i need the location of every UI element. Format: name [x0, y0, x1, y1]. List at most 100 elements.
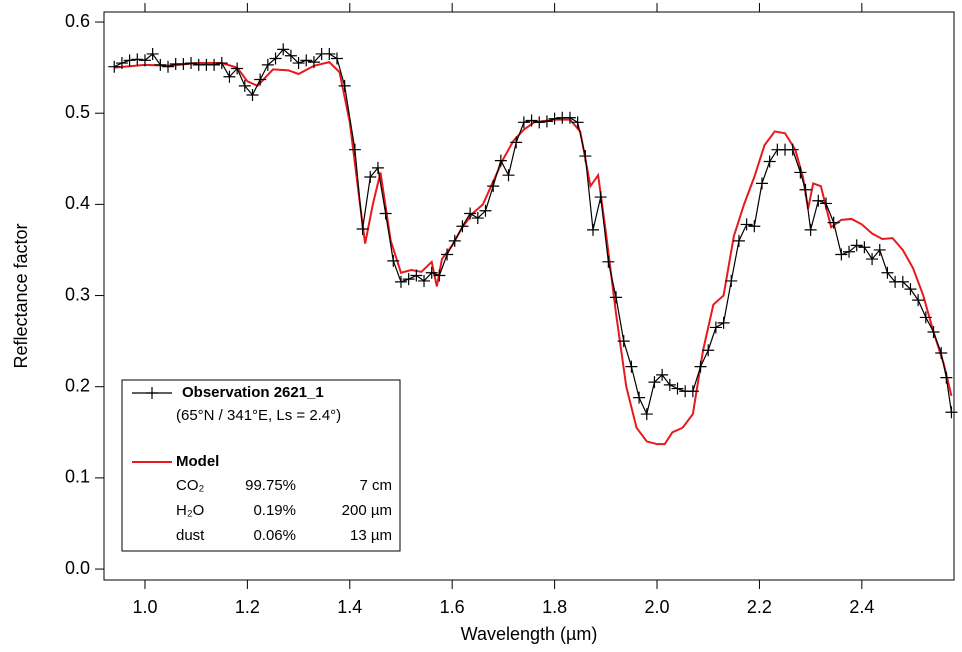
data-point: [479, 204, 492, 217]
data-point: [146, 47, 159, 60]
data-point: [686, 385, 699, 398]
data-point: [138, 54, 151, 67]
data-point: [873, 243, 886, 256]
data-point: [794, 166, 807, 179]
data-point: [904, 283, 917, 296]
composition-size: 200 µm: [342, 502, 392, 519]
data-point: [115, 57, 128, 70]
data-point: [709, 321, 722, 334]
data-point: [379, 207, 392, 220]
data-point: [425, 266, 438, 279]
legend-marker: [146, 387, 158, 399]
legend-box: [121, 379, 401, 552]
data-point: [525, 114, 538, 127]
y-tick-label: 0.4: [65, 193, 90, 213]
data-point: [269, 52, 282, 65]
data-point: [804, 223, 817, 236]
data-point: [633, 391, 646, 404]
data-point: [284, 49, 297, 62]
composition-name: H₂O: [176, 502, 204, 519]
data-point: [763, 155, 776, 168]
x-tick-label: 2.2: [747, 597, 772, 617]
data-point: [246, 88, 259, 101]
data-point: [740, 218, 753, 231]
data-point: [912, 294, 925, 307]
data-point: [850, 239, 863, 252]
x-tick-label: 1.8: [542, 597, 567, 617]
data-point: [935, 346, 948, 359]
y-axis-label: Reflectance factor: [11, 223, 31, 368]
legend-label: Observation 2621_1: [182, 384, 324, 401]
data-point: [238, 79, 251, 92]
data-point: [881, 266, 894, 279]
data-point: [533, 116, 546, 129]
x-tick-label: 2.0: [644, 597, 669, 617]
data-point: [610, 291, 623, 304]
data-point: [433, 269, 446, 282]
x-tick-label: 1.0: [132, 597, 157, 617]
composition-fraction: 0.19%: [253, 502, 296, 519]
data-point: [940, 371, 953, 384]
y-tick-label: 0.3: [65, 284, 90, 304]
data-point: [717, 316, 730, 329]
data-point: [371, 161, 384, 174]
composition-size: 13 µm: [350, 527, 392, 544]
data-point: [517, 116, 530, 129]
data-point: [587, 223, 600, 236]
x-tick-label: 1.6: [440, 597, 465, 617]
x-tick-label: 1.2: [235, 597, 260, 617]
data-point: [456, 220, 469, 233]
data-point: [471, 212, 484, 225]
y-tick-label: 0.5: [65, 102, 90, 122]
data-point: [510, 136, 523, 149]
data-point: [602, 255, 615, 268]
legend-label: Model: [176, 453, 219, 470]
data-point: [786, 143, 799, 156]
data-point: [702, 344, 715, 357]
composition-name: CO₂: [176, 477, 205, 494]
data-point: [835, 248, 848, 261]
data-point: [896, 275, 909, 288]
data-point: [307, 56, 320, 69]
data-point: [364, 171, 377, 184]
data-point: [177, 57, 190, 70]
data-point: [154, 58, 167, 71]
data-point: [356, 222, 369, 235]
data-point: [223, 70, 236, 83]
data-point: [418, 274, 431, 287]
data-point: [594, 191, 607, 204]
x-axis-label: Wavelength (µm): [461, 624, 598, 644]
data-point: [579, 150, 592, 163]
data-point: [927, 326, 940, 339]
data-point: [494, 154, 507, 167]
y-tick-label: 0.6: [65, 11, 90, 31]
data-point: [231, 62, 244, 75]
data-point: [671, 382, 684, 395]
data-point: [254, 73, 267, 86]
x-tick-label: 1.4: [337, 597, 362, 617]
composition-name: dust: [176, 527, 205, 544]
data-point: [300, 54, 313, 67]
data-point: [208, 58, 221, 71]
data-point: [843, 245, 856, 258]
data-point: [394, 275, 407, 288]
data-point: [131, 53, 144, 66]
data-point: [162, 60, 175, 73]
data-point: [410, 269, 423, 282]
data-point: [502, 169, 515, 182]
data-point: [548, 112, 561, 125]
data-point: [330, 52, 343, 65]
data-point: [487, 180, 500, 193]
data-point: [858, 241, 871, 254]
data-point: [819, 197, 832, 210]
data-point: [387, 254, 400, 267]
data-point: [348, 143, 361, 156]
legend: Observation 2621_1 (65°N / 341°E, Ls = 2.…: [121, 379, 401, 552]
data-point: [540, 115, 553, 128]
data-point: [748, 220, 761, 233]
data-point: [448, 234, 461, 247]
data-point: [277, 43, 290, 56]
series-line: [113, 48, 953, 416]
y-tick-label: 0.1: [65, 467, 90, 487]
data-point: [625, 360, 638, 373]
